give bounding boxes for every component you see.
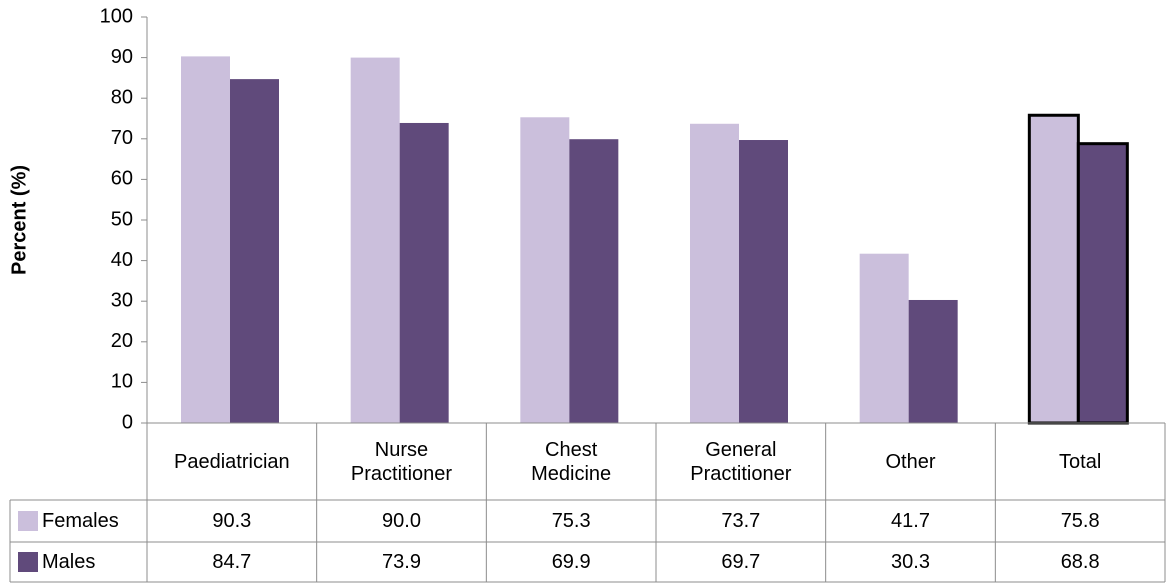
legend-label: Males (42, 551, 96, 573)
data-table-value: 69.7 (721, 551, 761, 573)
bar (230, 79, 279, 424)
y-tick-label: 80 (111, 86, 133, 108)
data-table-value: 30.3 (891, 551, 930, 573)
bar (859, 253, 909, 423)
bar (350, 57, 400, 423)
data-table-value: 68.8 (1060, 551, 1100, 573)
legend-swatch (18, 552, 38, 572)
legend-swatch (18, 511, 38, 531)
x-tick-label: Total (1059, 450, 1102, 473)
bar (181, 56, 230, 424)
y-tick-label: 60 (111, 168, 133, 190)
bar (520, 117, 570, 424)
data-table-value: 41.7 (891, 510, 930, 532)
bar (1076, 142, 1129, 425)
y-tick-label: 70 (111, 127, 133, 149)
bar (1027, 113, 1080, 425)
legend-label: Females (42, 510, 119, 532)
y-tick-label: 90 (111, 46, 133, 68)
data-table-value: 75.3 (551, 510, 591, 532)
y-tick-label: 40 (111, 249, 133, 271)
x-tick-label: General Practitioner (690, 438, 792, 485)
x-tick-label: Other (885, 450, 936, 473)
data-table-value: 84.7 (212, 551, 252, 573)
bar (908, 299, 958, 423)
x-tick-label: Chest Medicine (531, 438, 612, 485)
bar (399, 122, 449, 423)
y-tick-label: 100 (100, 5, 133, 27)
y-axis-label: Percent (%) (8, 165, 30, 275)
data-table-value: 90.3 (212, 510, 252, 532)
data-table-value: 69.9 (551, 551, 591, 573)
x-tick-label: Nurse Practitioner (350, 438, 453, 485)
bar (690, 123, 739, 423)
x-tick-label: Paediatrician (174, 450, 290, 473)
data-table-value: 73.9 (382, 551, 421, 573)
y-tick-label: 20 (111, 330, 133, 352)
y-tick-label: 10 (111, 371, 133, 393)
y-tick-label: 0 (122, 411, 133, 433)
bar (739, 140, 788, 423)
data-table-value: 75.8 (1060, 510, 1100, 532)
y-tick-label: 30 (111, 289, 133, 311)
y-tick-label: 50 (111, 208, 133, 230)
data-table-value: 90.0 (382, 510, 421, 532)
bar (569, 139, 619, 423)
data-table-value: 73.7 (721, 510, 761, 532)
